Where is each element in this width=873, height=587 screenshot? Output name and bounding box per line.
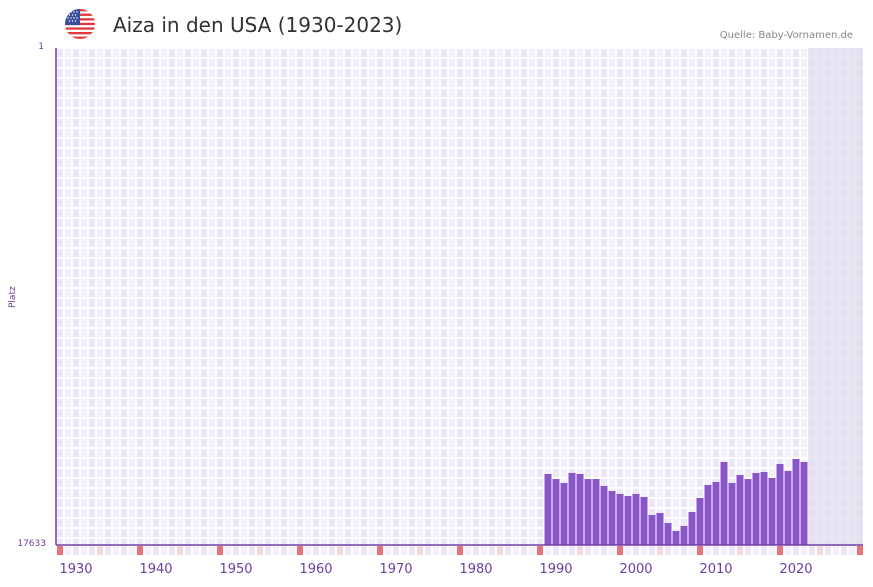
bar-1991 — [560, 482, 568, 545]
bar-2011 — [720, 461, 728, 545]
bar-2004 — [664, 522, 672, 545]
bar-2019 — [784, 470, 792, 545]
year-marker — [777, 546, 783, 555]
y-axis-top-label: 1 — [38, 42, 44, 52]
bar-2007 — [688, 511, 696, 545]
bar-2009 — [704, 484, 712, 545]
x-tick-label: 1940 — [139, 562, 173, 577]
bar-2021 — [800, 461, 808, 545]
y-axis-bottom-label: 17633 — [17, 539, 46, 549]
year-marker — [377, 546, 383, 555]
bar-2008 — [696, 497, 704, 545]
x-tick-label: 2020 — [779, 562, 813, 577]
bar-2020 — [792, 458, 800, 545]
bar-1992 — [568, 472, 576, 545]
year-marker — [297, 546, 303, 555]
bar-2013 — [736, 474, 744, 545]
bar-1995 — [592, 478, 600, 545]
bar-1999 — [624, 495, 632, 545]
bar-1989 — [544, 473, 552, 545]
year-marker — [97, 546, 103, 555]
bar-2000 — [632, 493, 640, 545]
year-marker — [417, 546, 423, 555]
year-marker — [817, 546, 823, 555]
bar-1997 — [608, 490, 616, 545]
year-marker — [657, 546, 663, 555]
bar-1993 — [576, 473, 584, 545]
bar-2015 — [752, 472, 760, 545]
bar-2018 — [776, 463, 784, 545]
year-marker — [577, 546, 583, 555]
us-flag-icon — [65, 9, 95, 39]
x-tick-label: 1980 — [459, 562, 493, 577]
chart-title: Aiza in den USA (1930-2023) — [113, 13, 403, 37]
x-tick-label: 1930 — [59, 562, 93, 577]
source-label: Quelle: Baby-Vornamen.de — [719, 30, 853, 41]
x-tick-label: 2010 — [699, 562, 733, 577]
bar-2005 — [672, 530, 680, 545]
year-marker — [537, 546, 543, 555]
year-marker — [697, 546, 703, 555]
bar-2010 — [712, 482, 720, 545]
year-marker — [137, 546, 143, 555]
year-marker — [497, 546, 503, 555]
year-marker — [257, 546, 263, 555]
x-tick-label: 1960 — [299, 562, 333, 577]
year-marker — [737, 546, 743, 555]
bar-2014 — [744, 478, 752, 545]
bar-2006 — [680, 525, 688, 545]
future-shaded-region — [808, 48, 863, 545]
x-tick-label: 1990 — [539, 562, 573, 577]
bar-2016 — [760, 471, 768, 545]
bar-2017 — [768, 477, 776, 545]
bar-1998 — [616, 493, 624, 545]
x-tick-label: 1950 — [219, 562, 253, 577]
year-marker — [217, 546, 223, 555]
bar-2012 — [728, 482, 736, 545]
year-marker — [337, 546, 343, 555]
year-marker — [857, 546, 863, 555]
bar-2001 — [640, 496, 648, 545]
bar-2002 — [648, 514, 656, 545]
x-tick-label: 2000 — [619, 562, 653, 577]
bar-1996 — [600, 485, 608, 545]
year-marker — [57, 546, 63, 555]
x-tick-label: 1970 — [379, 562, 413, 577]
y-axis-title: Platz — [8, 286, 18, 308]
bar-2003 — [656, 512, 664, 545]
year-marker — [457, 546, 463, 555]
bar-1990 — [552, 478, 560, 545]
year-marker — [617, 546, 623, 555]
year-marker — [177, 546, 183, 555]
bar-1994 — [584, 478, 592, 545]
chart-plot-area — [55, 48, 863, 555]
